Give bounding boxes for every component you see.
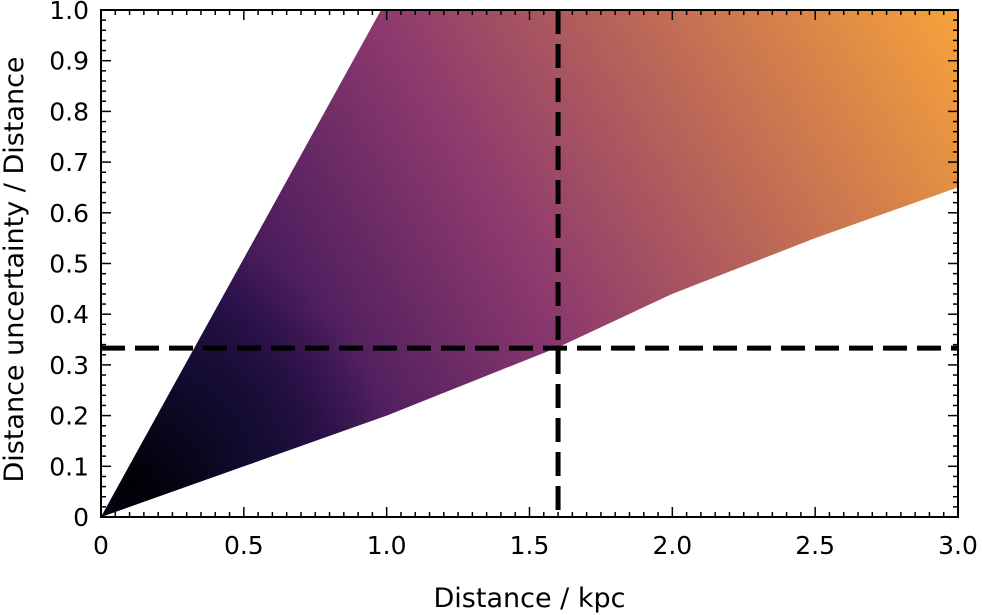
y-tick-label: 0.9 xyxy=(49,47,89,76)
x-tick-label: 0 xyxy=(93,531,109,560)
y-tick-label: 0.4 xyxy=(49,300,89,329)
y-axis-title: Distance uncertainty / Distance xyxy=(0,56,30,482)
x-tick-label: 2.0 xyxy=(652,531,692,560)
y-tick-label: 0.7 xyxy=(49,148,89,177)
x-tick-label: 1.5 xyxy=(510,531,550,560)
y-tick-label: 0.2 xyxy=(49,402,89,431)
y-tick-label: 0.5 xyxy=(49,250,89,279)
y-tick-label: 0.8 xyxy=(49,97,89,126)
axis-ticks xyxy=(100,9,959,518)
density-layer xyxy=(101,10,958,517)
reference-lines xyxy=(101,10,958,517)
x-axis-title: Distance / kpc xyxy=(434,583,626,614)
y-tick-label: 1.0 xyxy=(49,0,89,25)
x-tick-labels: 0 0.5 1.0 1.5 2.0 2.5 3.0 xyxy=(93,531,978,560)
x-tick-label: 2.5 xyxy=(795,531,835,560)
y-tick-label: 0 xyxy=(73,503,89,532)
x-tick-label: 0.5 xyxy=(224,531,264,560)
density-core xyxy=(101,10,958,517)
x-tick-label: 3.0 xyxy=(938,531,978,560)
y-tick-labels: 0 0.1 0.2 0.3 0.4 0.5 0.6 0.7 0.8 0.9 1.0 xyxy=(49,0,89,532)
y-tick-label: 0.3 xyxy=(49,351,89,380)
x-tick-label: 1.0 xyxy=(367,531,407,560)
y-tick-label: 0.6 xyxy=(49,199,89,228)
y-tick-label: 0.1 xyxy=(49,452,89,481)
